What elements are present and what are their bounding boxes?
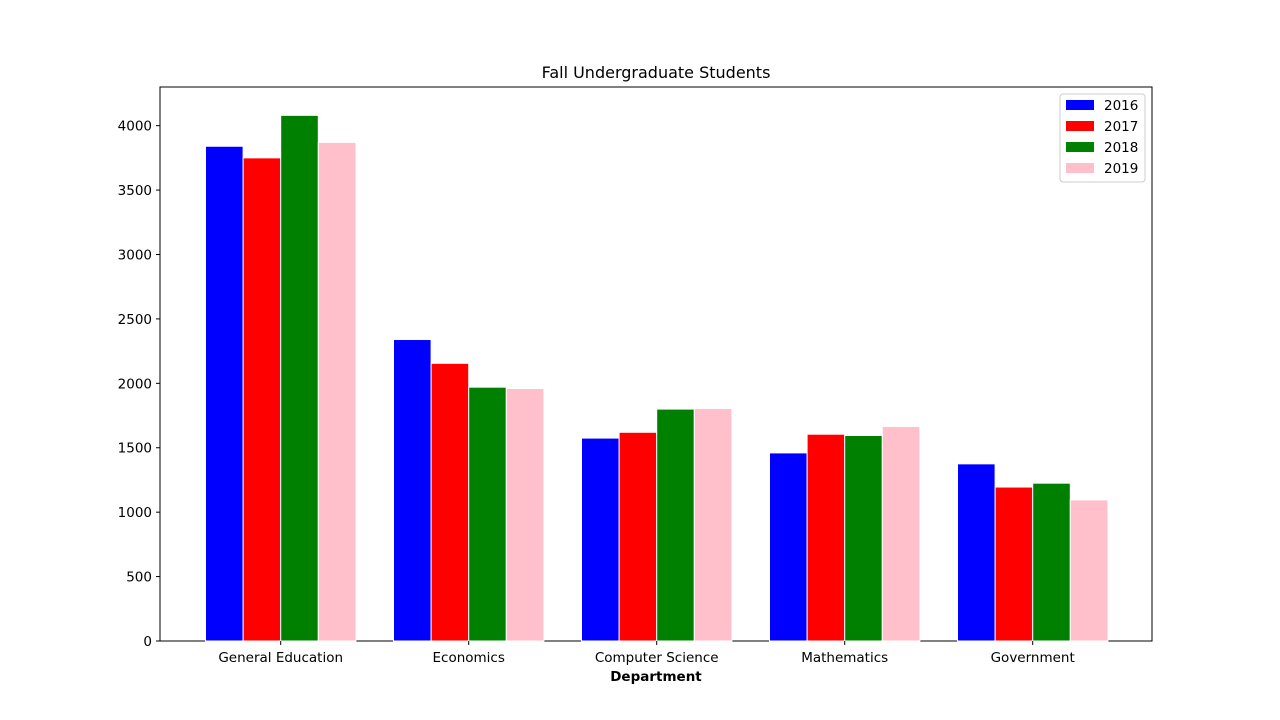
bar-2016-mathematics bbox=[769, 452, 808, 642]
bar-2017-government bbox=[994, 486, 1034, 642]
legend-swatch-2016 bbox=[1066, 100, 1094, 110]
legend-swatch-2018 bbox=[1066, 142, 1094, 152]
bar-2018-economics bbox=[468, 386, 507, 642]
y-tick-label: 2500 bbox=[118, 312, 152, 328]
bar-2019-government bbox=[1069, 499, 1109, 642]
legend-swatch-2017 bbox=[1066, 121, 1094, 131]
y-tick-label: 1500 bbox=[118, 441, 152, 457]
bar-2017-economics bbox=[430, 362, 470, 642]
bar-2019-economics bbox=[505, 387, 545, 642]
y-tick-label: 500 bbox=[126, 570, 152, 586]
bar-2016-economics bbox=[393, 339, 432, 642]
bar-2018-computer-science bbox=[656, 408, 695, 642]
legend-label-2016: 2016 bbox=[1104, 98, 1138, 114]
bar-2016-general-education bbox=[205, 145, 244, 642]
bar-2019-general-education bbox=[317, 141, 357, 642]
x-axis-label: Department bbox=[610, 669, 702, 685]
bar-2018-mathematics bbox=[844, 435, 883, 642]
x-tick-label: Government bbox=[991, 650, 1075, 666]
y-tick-label: 4000 bbox=[118, 119, 152, 135]
legend-label-2018: 2018 bbox=[1104, 140, 1138, 156]
legend-label-2017: 2017 bbox=[1104, 119, 1138, 135]
bar-2017-general-education bbox=[242, 157, 282, 642]
bar-2018-government bbox=[1032, 482, 1071, 642]
x-tick-label: Economics bbox=[433, 650, 505, 666]
x-tick-label: Mathematics bbox=[801, 650, 888, 666]
bar-2019-mathematics bbox=[881, 425, 921, 642]
y-tick-label: 3000 bbox=[118, 247, 152, 263]
legend-box bbox=[1059, 93, 1146, 183]
bar-2017-computer-science bbox=[618, 431, 658, 642]
bar-2018-general-education bbox=[280, 114, 319, 642]
chart-title: Fall Undergraduate Students bbox=[542, 63, 771, 82]
x-tick-label: General Education bbox=[218, 650, 343, 666]
y-tick-label: 1000 bbox=[118, 505, 152, 521]
bar-2016-government bbox=[957, 463, 996, 642]
y-tick-label: 2000 bbox=[118, 376, 152, 392]
bar-2016-computer-science bbox=[581, 437, 620, 642]
legend: 2016 2017 2018 2019 bbox=[1059, 93, 1146, 183]
legend-swatch-2019 bbox=[1066, 163, 1094, 173]
y-tick-label: 3500 bbox=[118, 183, 152, 199]
y-tick-label: 0 bbox=[143, 634, 152, 650]
bar-2017-mathematics bbox=[806, 433, 846, 642]
plot-area: 0 500 1000 1500 2000 2500 3000 3500 4000 General … bbox=[118, 86, 1153, 666]
x-tick-label: Computer Science bbox=[595, 650, 719, 666]
bar-2019-computer-science bbox=[693, 407, 733, 642]
legend-label-2019: 2019 bbox=[1104, 161, 1138, 177]
